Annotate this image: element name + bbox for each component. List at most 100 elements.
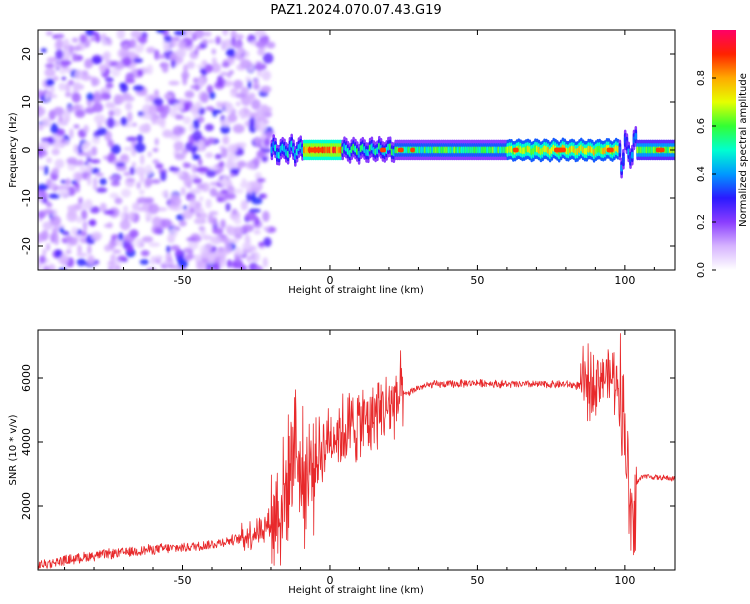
spectrogram-cell: [163, 104, 171, 115]
spectrogram-cell: [170, 245, 181, 251]
spectrogram-cell: [183, 64, 188, 73]
spectrogram-cell: [107, 38, 113, 47]
spectrogram-cell: [211, 62, 221, 73]
spectrogram-cell: [65, 178, 71, 186]
spectrogram-cell: [50, 122, 59, 134]
spectrogram-cell: [205, 198, 212, 209]
spectrogram-cell: [175, 249, 182, 255]
spectrogram-cell: [254, 216, 260, 226]
spectrogram-cell: [91, 231, 102, 241]
spectrogram-cell: [62, 109, 71, 120]
spectrogram-tone-cell: [631, 151, 634, 159]
spectrogram-cell: [198, 158, 203, 166]
spectrogram-cell: [263, 226, 270, 231]
spectrogram-cell: [193, 145, 198, 152]
spectrogram-cell: [87, 244, 92, 255]
spectrogram-cell: [103, 209, 116, 215]
spectrogram-cell: [54, 236, 60, 246]
spectrogram-cell: [186, 61, 195, 69]
spectrogram-cell: [73, 104, 81, 111]
spectrogram-cell: [105, 77, 114, 83]
spectrogram-y-label: Frequency (Hz): [8, 112, 19, 188]
spectrogram-cell: [219, 178, 228, 186]
spectrogram-cell: [46, 157, 52, 164]
spectrogram-panel: -50 0 50 100 -20 -10 0 10 20 Height of straight…: [8, 29, 676, 296]
spectrogram-cell: [227, 144, 238, 154]
spectrogram-cell: [48, 94, 58, 99]
spectrogram-cell: [221, 61, 230, 68]
spectrogram-cell: [248, 208, 261, 213]
spectrogram-cell: [200, 251, 211, 259]
spectrogram-cell: [74, 69, 83, 80]
spectrogram-cell: [77, 244, 82, 255]
spectrogram-cell: [66, 157, 78, 165]
spectrogram-cell: [82, 141, 91, 148]
spectrogram-cell: [253, 229, 261, 235]
spectrogram-cell: [46, 242, 51, 251]
spectrogram-cell: [38, 183, 49, 191]
spectrogram-cell: [150, 255, 156, 266]
spectrogram-cell: [71, 226, 79, 234]
spectrogram-cell: [101, 38, 108, 47]
spectrogram-cell: [239, 181, 252, 189]
spectrogram-cell: [92, 57, 102, 64]
spectrogram-cell: [132, 122, 137, 127]
spectrogram-cell: [220, 189, 229, 194]
spectrogram-cell: [232, 124, 245, 134]
colorbar-tick-label: 0.4: [696, 166, 707, 182]
spectrogram-noise-marks: [38, 30, 277, 270]
spectrogram-cell: [227, 113, 238, 123]
spectrogram-cell: [247, 80, 252, 90]
spectrogram-cell: [69, 209, 77, 219]
spectrogram-cell: [195, 167, 207, 173]
spectrogram-cell: [233, 188, 244, 194]
spectrogram-cell: [39, 191, 49, 199]
spectrogram-cell: [42, 248, 47, 256]
spectrogram-cell: [196, 183, 205, 190]
spectrogram-cell: [210, 235, 222, 245]
spectrogram-cell: [148, 203, 159, 215]
spectrogram-cell: [244, 233, 251, 244]
spectrogram-cell: [52, 34, 59, 39]
spectrogram-cell: [123, 171, 131, 176]
spectrogram-cell: [133, 85, 145, 92]
spectrogram-x-ticks: -50 0 50 100: [64, 30, 655, 287]
spectrogram-cell: [239, 59, 252, 69]
colorbar: 0.0 0.2 0.4 0.6 0.8 Normalized spectral ampl…: [696, 30, 749, 278]
spectrogram-cell: [38, 106, 46, 117]
spectrogram-cell: [250, 181, 260, 188]
spectrogram-tone-marks: [270, 126, 675, 179]
spectrogram-cell: [260, 85, 272, 94]
spectrogram-cell: [227, 185, 235, 195]
spectrogram-cell: [234, 232, 243, 240]
spectrogram-cell: [183, 176, 193, 188]
spectrogram-cell: [51, 167, 60, 175]
spectrogram-cell: [200, 92, 209, 104]
spectrogram-cell: [44, 91, 50, 101]
spectrogram-cell: [182, 116, 192, 125]
spectrogram-cell: [48, 193, 61, 199]
spectrogram-cell: [205, 106, 215, 111]
spectrogram-cell: [254, 30, 266, 38]
spectrogram-cell: [229, 168, 240, 174]
spectrogram-cell: [113, 107, 122, 117]
spectrogram-cell: [212, 227, 224, 235]
spectrogram-cell: [162, 259, 175, 266]
spectrogram-cell: [174, 114, 184, 120]
spectrogram-cell: [205, 243, 213, 252]
spectrogram-cell: [220, 39, 228, 50]
colorbar-tick-label: 0.2: [696, 214, 707, 230]
colorbar-tick-label: 0.0: [696, 262, 707, 278]
spectrogram-cell: [39, 141, 50, 150]
spectrogram-cell: [240, 199, 248, 211]
snr-panel: -50 0 50 100 2000 4000 6000 Height of straigh…: [8, 329, 676, 596]
spectrogram-cell: [215, 36, 222, 45]
spectrogram-cell: [38, 147, 44, 155]
spectrogram-cell: [120, 116, 128, 126]
spectrogram-cell: [80, 146, 88, 150]
spectrogram-cell: [67, 205, 78, 212]
spectrogram-cell: [156, 104, 166, 113]
spectrogram-cell: [205, 169, 217, 178]
spectrogram-cell: [172, 125, 185, 136]
spectrogram-y-tick-label: 20: [20, 47, 33, 61]
